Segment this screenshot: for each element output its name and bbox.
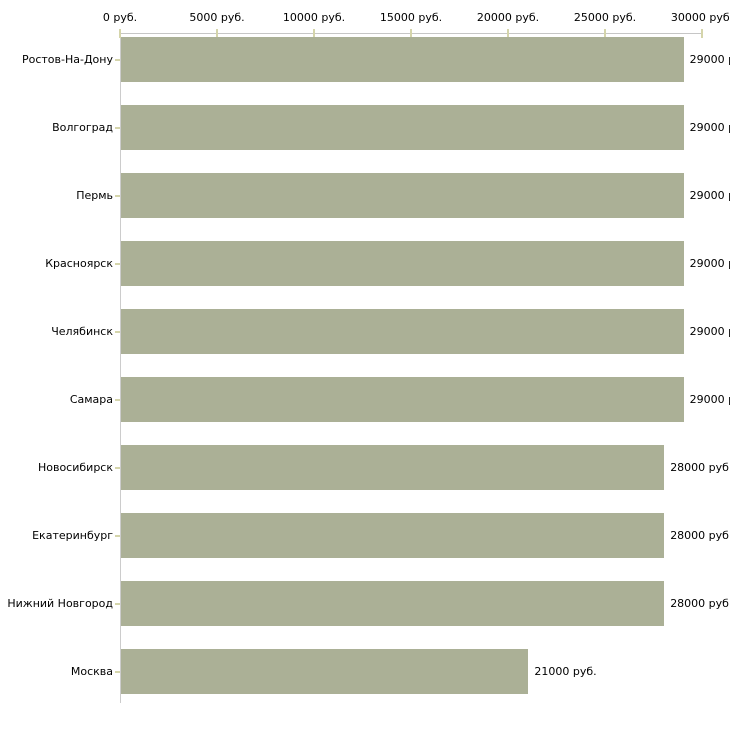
value-label: 28000 руб. xyxy=(670,528,730,542)
category-tick-mark xyxy=(115,398,120,401)
x-tick-label: 30000 руб. xyxy=(670,11,730,24)
value-label: 29000 руб. xyxy=(689,256,730,270)
y-axis-line xyxy=(120,33,121,703)
value-label: 29000 руб. xyxy=(689,52,730,66)
category-label: Новосибирск xyxy=(37,460,113,474)
category-label: Ростов-На-Дону xyxy=(21,52,113,66)
x-tick-label: 20000 руб. xyxy=(476,11,540,24)
category-tick-mark xyxy=(115,194,120,197)
category-tick-mark xyxy=(115,262,120,265)
value-label: 28000 руб. xyxy=(670,460,730,474)
value-label: 29000 руб. xyxy=(689,392,730,406)
category-tick-mark xyxy=(115,330,120,333)
x-tick-label: 25000 руб. xyxy=(573,11,637,24)
x-tick-mark xyxy=(410,29,412,38)
bar-6 xyxy=(121,377,684,422)
bar-3 xyxy=(121,173,684,218)
x-tick-mark xyxy=(507,29,509,38)
x-tick-label: 10000 руб. xyxy=(282,11,346,24)
x-tick-label: 15000 руб. xyxy=(379,11,443,24)
x-tick-mark xyxy=(119,29,121,38)
value-label: 29000 руб. xyxy=(689,120,730,134)
value-label: 28000 руб. xyxy=(670,596,730,610)
category-tick-mark xyxy=(115,126,120,129)
category-label: Челябинск xyxy=(51,324,113,338)
value-label: 29000 руб. xyxy=(689,188,730,202)
bar-7 xyxy=(121,445,665,490)
x-tick-label: 5000 руб. xyxy=(189,11,245,24)
category-label: Самара xyxy=(69,392,113,406)
x-tick-label: 0 руб. xyxy=(102,11,138,24)
value-label: 21000 руб. xyxy=(534,664,597,678)
bar-10 xyxy=(121,649,529,694)
category-label: Пермь xyxy=(76,188,113,202)
value-label: 29000 руб. xyxy=(689,324,730,338)
category-tick-mark xyxy=(115,58,120,61)
category-tick-mark xyxy=(115,466,120,469)
category-tick-mark xyxy=(115,670,120,673)
category-label: Волгоград xyxy=(52,120,113,134)
category-label: Екатеринбург xyxy=(32,528,113,542)
category-tick-mark xyxy=(115,534,120,537)
x-tick-mark xyxy=(604,29,606,38)
x-tick-mark xyxy=(313,29,315,38)
x-tick-mark xyxy=(701,29,703,38)
category-tick-mark xyxy=(115,602,120,605)
category-label: Москва xyxy=(70,664,113,678)
bar-4 xyxy=(121,241,684,286)
bar-8 xyxy=(121,513,665,558)
category-label: Нижний Новгород xyxy=(7,596,113,610)
bar-1 xyxy=(121,37,684,82)
bar-9 xyxy=(121,581,665,626)
bar-2 xyxy=(121,105,684,150)
category-label: Красноярск xyxy=(45,256,113,270)
x-tick-mark xyxy=(216,29,218,38)
bar-5 xyxy=(121,309,684,354)
